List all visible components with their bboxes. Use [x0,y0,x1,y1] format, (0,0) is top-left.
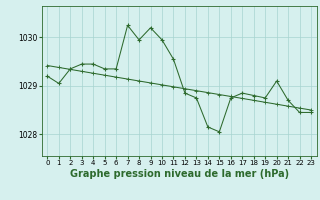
X-axis label: Graphe pression niveau de la mer (hPa): Graphe pression niveau de la mer (hPa) [70,169,289,179]
